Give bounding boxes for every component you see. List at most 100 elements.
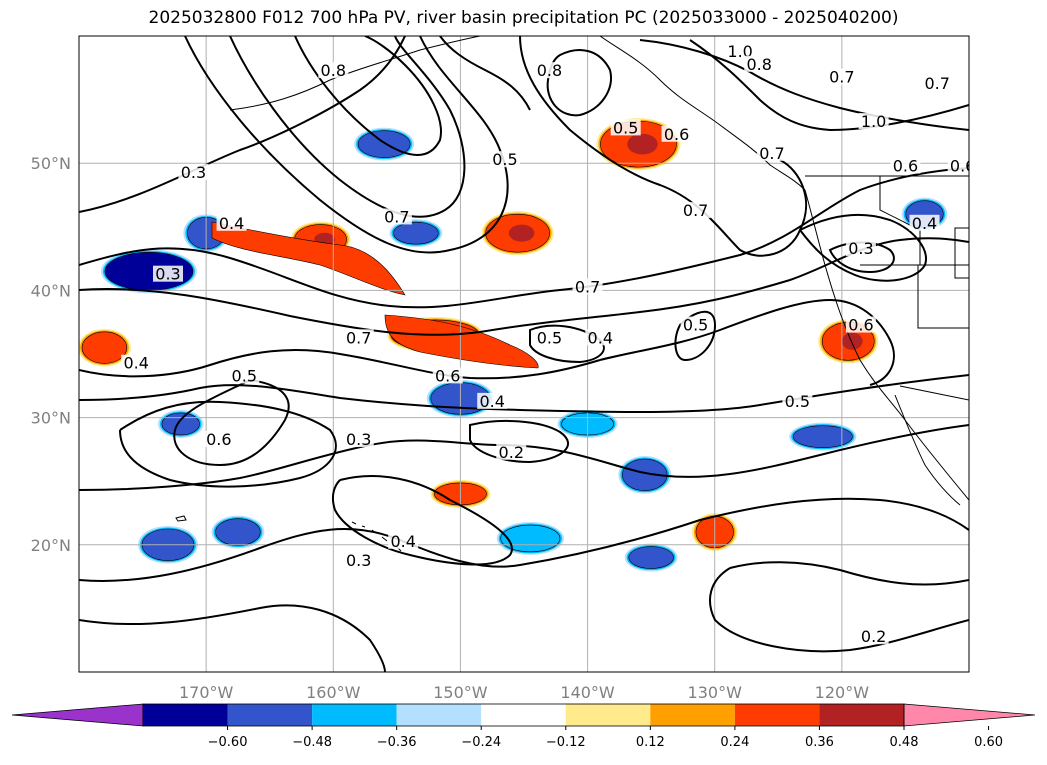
contour-label-bg bbox=[343, 329, 374, 346]
contour-label-bg bbox=[756, 144, 787, 161]
contour-label-bg bbox=[178, 163, 209, 180]
lat-tick-label: 20°N bbox=[31, 536, 71, 555]
contour-label: 0.3 bbox=[346, 551, 371, 570]
contour-label: 0.7 bbox=[924, 74, 949, 93]
precip-pc-patch bbox=[618, 456, 672, 494]
contour-label-bg bbox=[496, 443, 527, 460]
plot-frame bbox=[78, 35, 970, 673]
lat-tick-label: 50°N bbox=[31, 154, 71, 173]
contour-label: 0.4 bbox=[479, 392, 504, 411]
lon-tick-label: 170°W bbox=[179, 683, 234, 702]
contour-label: 0.4 bbox=[912, 214, 937, 233]
contour-label: 0.5 bbox=[492, 150, 517, 169]
contour-label: 0.5 bbox=[537, 328, 562, 347]
contour-label: 0.5 bbox=[785, 392, 810, 411]
contour-label: 0.4 bbox=[588, 328, 613, 347]
colorbar-segment bbox=[396, 704, 482, 726]
contour-label-bg bbox=[725, 43, 756, 60]
contour-label-bg bbox=[534, 329, 565, 346]
contour-label-bg bbox=[381, 208, 412, 225]
longitude-tick-labels: 170°W 160°W 150°W 140°W 130°W 120°W bbox=[179, 683, 869, 702]
lat-tick-label: 40°N bbox=[31, 281, 71, 300]
colorbar-tick-label: 0.48 bbox=[890, 735, 919, 750]
contour-label: 0.5 bbox=[613, 118, 638, 137]
colorbar-segment bbox=[650, 704, 735, 726]
colorbar-tick-label: −0.60 bbox=[208, 735, 248, 750]
contour-label: 0.4 bbox=[123, 354, 148, 373]
precip-pc-patch bbox=[79, 328, 131, 367]
contour-label-bg bbox=[343, 551, 374, 568]
lon-tick-label: 140°W bbox=[560, 683, 615, 702]
contour-label: 0.6 bbox=[206, 430, 231, 449]
contour-label: 0.4 bbox=[219, 214, 244, 233]
contour-label: 0.3 bbox=[181, 163, 206, 182]
contour-label: 0.8 bbox=[746, 55, 771, 74]
colorbar-segment bbox=[481, 704, 566, 726]
lon-tick-label: 160°W bbox=[306, 683, 361, 702]
colorbar-segment bbox=[312, 704, 397, 726]
contour-label-bg bbox=[845, 316, 876, 333]
contour-label-bg bbox=[680, 202, 711, 219]
contour-label: 0.8 bbox=[321, 61, 346, 80]
latitude-tick-labels: 20°N 30°N 40°N 50°N bbox=[31, 154, 71, 555]
map-title: 2025032800 F012 700 hPa PV, river basin … bbox=[148, 8, 899, 28]
contour-label-bg bbox=[572, 278, 603, 295]
contour-label-bg bbox=[534, 62, 565, 79]
contour-label-bg bbox=[489, 151, 520, 168]
contour-label: 0.6 bbox=[893, 157, 918, 176]
precip-pc-patch bbox=[481, 211, 554, 256]
contour-label-bg bbox=[661, 125, 692, 142]
pv-contour-labels: 0.30.40.8 0.81.00.80.7 0.71.00.5 0.60.70.6 0… bbox=[121, 42, 969, 646]
contour-label: 0.5 bbox=[232, 366, 257, 385]
contour-label: 0.7 bbox=[829, 68, 854, 87]
contour-label-bg bbox=[121, 354, 152, 371]
contour-label: 0.2 bbox=[861, 627, 886, 646]
precip-pc-patch bbox=[157, 409, 204, 438]
colorbar-tick-label: −0.36 bbox=[377, 735, 417, 750]
colorbar-tick-label: 0.36 bbox=[805, 735, 834, 750]
contour-label: 0.6 bbox=[664, 125, 689, 144]
colorbar-tick-label: 0.12 bbox=[636, 735, 665, 750]
contour-label-bg bbox=[890, 157, 921, 174]
lon-tick-label: 120°W bbox=[815, 683, 870, 702]
contour-label-bg bbox=[782, 392, 813, 409]
contour-label: 0.7 bbox=[575, 277, 600, 296]
colorbar-tick-label: 0.24 bbox=[720, 735, 749, 750]
contour-label-bg bbox=[477, 392, 508, 409]
contour-label-bg bbox=[203, 431, 234, 448]
lon-tick-label: 150°W bbox=[433, 683, 488, 702]
contour-label-bg bbox=[585, 329, 616, 346]
colorbar-segment bbox=[819, 704, 904, 726]
coastline bbox=[175, 36, 969, 552]
colorbar-frame bbox=[142, 703, 905, 727]
contour-label-bg bbox=[610, 119, 641, 136]
contour-label: 0.7 bbox=[346, 328, 371, 347]
lat-tick-label: 30°N bbox=[31, 409, 71, 428]
colorbar-tick-label: −0.12 bbox=[546, 735, 586, 750]
lon-tick-label: 130°W bbox=[688, 683, 743, 702]
precip-pc-patch bbox=[389, 219, 443, 248]
precip-pc-patch bbox=[624, 543, 678, 572]
contour-label-bg bbox=[432, 367, 463, 384]
colorbar-segment bbox=[227, 704, 313, 726]
contour-label-bg bbox=[909, 214, 940, 231]
colorbar-tick-label: −0.24 bbox=[461, 735, 501, 750]
gridlines bbox=[79, 36, 969, 672]
contour-label: 0.3 bbox=[346, 430, 371, 449]
contour-label-bg bbox=[153, 265, 183, 282]
contour-label-bg bbox=[388, 532, 419, 549]
precip-pc-patch bbox=[211, 515, 265, 549]
contour-label-bg bbox=[680, 316, 711, 333]
colorbar-segment bbox=[734, 704, 820, 726]
contour-label-bg bbox=[343, 431, 374, 448]
contour-label-bg bbox=[216, 214, 247, 231]
contour-label: 0.7 bbox=[683, 201, 708, 220]
contour-label-bg bbox=[922, 74, 953, 91]
pv-contours bbox=[79, 36, 969, 672]
contour-label: 0.6 bbox=[848, 316, 873, 335]
contour-label: 1.0 bbox=[861, 112, 886, 131]
contour-label-bg bbox=[845, 240, 876, 257]
contour-label: 0.8 bbox=[537, 61, 562, 80]
contour-label-bg bbox=[229, 367, 260, 384]
